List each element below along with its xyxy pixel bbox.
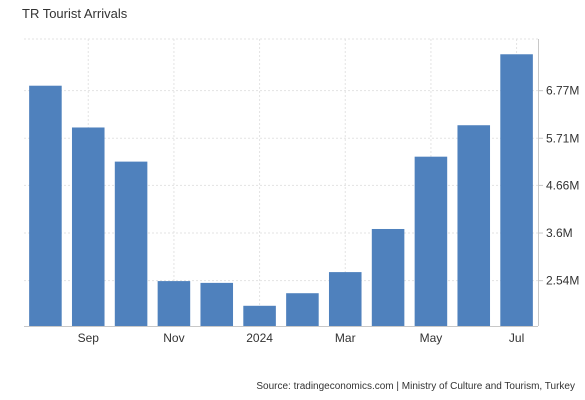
bar-2024-05 bbox=[414, 156, 448, 326]
grid-lines bbox=[24, 38, 538, 326]
bar-2024-07 bbox=[500, 54, 533, 326]
bar-2024-01 bbox=[243, 305, 276, 326]
x-tick-label: Sep bbox=[78, 331, 100, 345]
bar-2023-11 bbox=[157, 281, 191, 326]
y-tick-label: 5.71M bbox=[546, 131, 579, 145]
bars bbox=[29, 54, 533, 327]
x-tick-label: Jul bbox=[509, 331, 524, 345]
bar-2024-06 bbox=[457, 125, 491, 326]
bar-2023-09 bbox=[71, 127, 105, 326]
chart-title: TR Tourist Arrivals bbox=[22, 6, 128, 21]
y-tick-label: 2.54M bbox=[546, 274, 579, 288]
x-tick-label: Nov bbox=[163, 331, 184, 345]
bar-2023-10 bbox=[114, 161, 148, 326]
bar-2024-02 bbox=[286, 293, 319, 326]
y-tick-label: 4.66M bbox=[546, 178, 579, 192]
bar-2023-08 bbox=[29, 85, 62, 327]
x-tick-label: Mar bbox=[335, 331, 356, 345]
bar-2024-03 bbox=[328, 272, 362, 326]
source-note: Source: tradingeconomics.com | Ministry … bbox=[256, 381, 575, 392]
x-axis-tick-labels: Sep Nov 2024 Mar May Jul bbox=[78, 331, 525, 345]
x-tick-label: May bbox=[420, 331, 443, 345]
x-tick-label: 2024 bbox=[246, 331, 273, 345]
y-tick-label: 6.77M bbox=[546, 84, 579, 98]
y-tick-label: 3.6M bbox=[546, 226, 573, 240]
axes bbox=[24, 39, 543, 327]
bar-2023-12 bbox=[200, 282, 234, 326]
y-axis-tick-labels: 2.54M 3.6M 4.66M 5.71M 6.77M bbox=[546, 84, 579, 288]
bar-2024-04 bbox=[371, 228, 405, 326]
